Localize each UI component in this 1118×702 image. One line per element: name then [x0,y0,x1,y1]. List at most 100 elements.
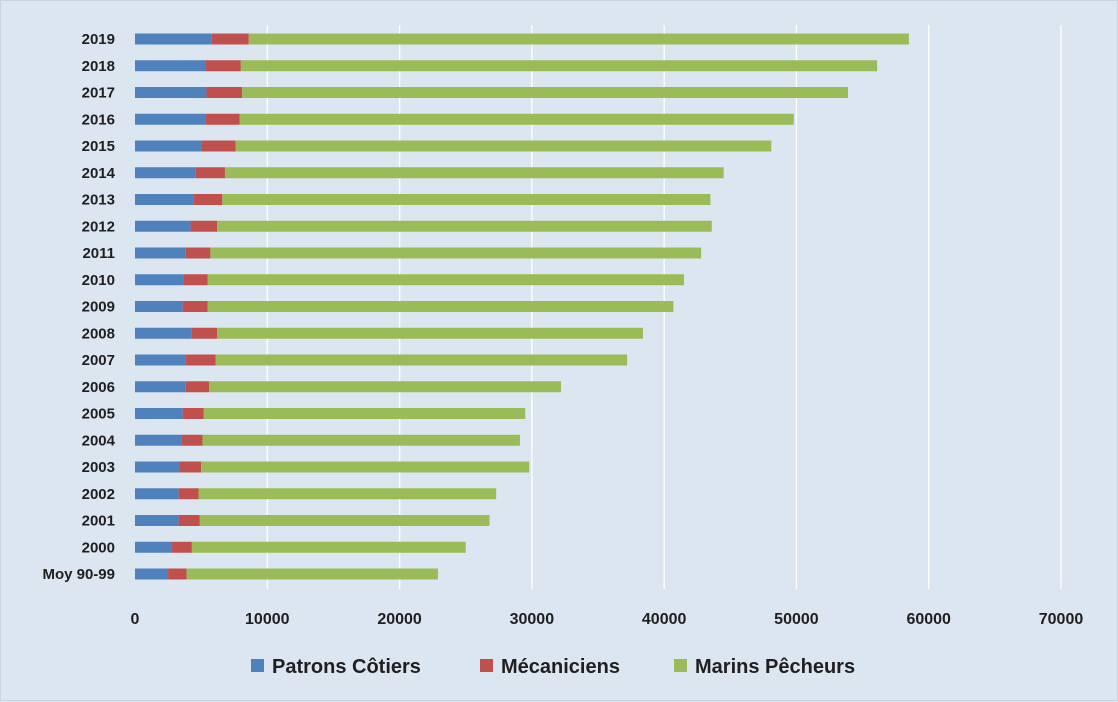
x-tick-label: 60000 [906,611,951,628]
bar-2011-series-0 [135,247,186,259]
category-label: 2003 [82,459,115,476]
category-label: 2014 [82,165,116,182]
legend-swatch [251,659,264,672]
bar-moy-90-99-series-1 [168,568,187,580]
x-tick-label: 40000 [642,611,687,628]
legend-label: Patrons Côtiers [272,656,421,678]
category-label: 2019 [82,31,115,48]
bar-2019-series-1 [211,33,249,45]
category-label: 2018 [82,58,115,75]
bar-2014-series-0 [135,167,196,179]
x-tick-label: 20000 [377,611,422,628]
legend-label: Marins Pêcheurs [695,656,855,678]
bar-2009-series-2 [207,301,674,312]
category-label: 2000 [82,539,115,556]
bar-2019-series-2 [248,33,909,45]
bar-2014-series-2 [224,167,724,179]
category-labels: Moy 90-99 2000 2001 2002 2003 2004 2005 2006 200… [42,31,115,583]
bar-2018-series-1 [205,60,241,72]
category-label: 2008 [82,325,115,342]
category-label: 2016 [82,111,115,128]
bar-2004-series-2 [202,434,520,446]
category-label: 2005 [82,406,115,423]
bar-moy-90-99-series-2 [186,568,438,580]
category-label: 2007 [82,352,115,369]
bar-2016-series-1 [205,113,240,125]
bar-2007-series-1 [185,354,216,366]
bar-2000-series-2 [191,541,466,553]
bar-2008-series-1 [191,327,218,339]
category-label: 2009 [82,299,115,316]
x-tick-label: 70000 [1039,611,1084,628]
legend: Patrons Côtiers Mécaniciens Marins Pêcheur… [251,656,855,678]
bar-2000-series-1 [172,541,192,553]
bar-2005-series-2 [203,408,526,419]
category-label: 2010 [82,272,115,289]
bar-2015-series-2 [235,140,772,152]
bar-2003-series-1 [179,461,202,473]
bar-2006-series-1 [185,381,210,393]
category-label: 2006 [82,379,115,396]
bars [135,33,909,580]
bar-2013-series-1 [193,194,223,205]
bar-2014-series-1 [195,167,225,179]
bar-2019-series-0 [135,33,212,45]
bar-2000-series-0 [135,541,173,553]
legend-swatch [480,659,493,672]
bar-2004-series-0 [135,434,182,446]
x-tick-label: 50000 [774,611,819,628]
category-label: 2015 [82,138,115,155]
x-tick-label: 0 [131,611,140,628]
bar-2008-series-2 [217,327,643,339]
bar-2001-series-0 [135,515,179,526]
bar-2010-series-1 [183,274,208,286]
bar-2011-series-2 [210,247,702,259]
bar-2012-series-2 [217,220,712,232]
bar-2015-series-0 [135,140,202,152]
x-tick-label: 10000 [245,611,290,628]
category-label: 2001 [82,513,115,530]
bar-2013-series-2 [222,194,711,205]
bar-moy-90-99-series-0 [135,568,169,580]
bar-2017-series-1 [206,87,243,98]
bar-2002-series-0 [135,488,179,500]
bar-2010-series-2 [207,274,684,286]
bar-2002-series-2 [198,488,497,500]
bar-2016-series-0 [135,113,206,125]
bar-2003-series-0 [135,461,180,473]
bar-2009-series-0 [135,301,183,312]
legend-swatch [674,659,687,672]
bar-2009-series-1 [182,301,208,312]
bar-2013-series-0 [135,194,194,205]
category-label: 2004 [82,432,116,449]
bar-2012-series-1 [190,220,218,232]
bar-2016-series-2 [239,113,794,125]
x-tick-labels: 0 10000 20000 30000 40000 50000 60000 70000 [131,611,1084,628]
bar-2005-series-0 [135,408,183,419]
bar-2018-series-2 [240,60,878,72]
bar-2011-series-1 [185,247,211,259]
bar-2001-series-1 [178,515,200,526]
bar-2012-series-0 [135,220,191,232]
bar-2017-series-0 [135,87,207,98]
bar-2010-series-0 [135,274,184,286]
category-label: 2011 [82,245,115,262]
bar-2002-series-1 [178,488,199,500]
x-tick-label: 30000 [510,611,555,628]
bar-2006-series-0 [135,381,186,393]
bar-2015-series-1 [201,140,236,152]
category-label: 2013 [82,192,115,209]
bar-2003-series-2 [201,461,530,473]
category-label: Moy 90-99 [42,566,115,583]
bar-2017-series-2 [242,87,849,98]
bar-2018-series-0 [135,60,206,72]
bar-2005-series-1 [182,408,204,419]
category-label: 2017 [82,85,115,102]
bar-2006-series-2 [209,381,561,393]
bar-2004-series-1 [181,434,203,446]
bar-2007-series-0 [135,354,186,366]
legend-label: Mécaniciens [501,656,620,678]
bar-2007-series-2 [215,354,628,366]
